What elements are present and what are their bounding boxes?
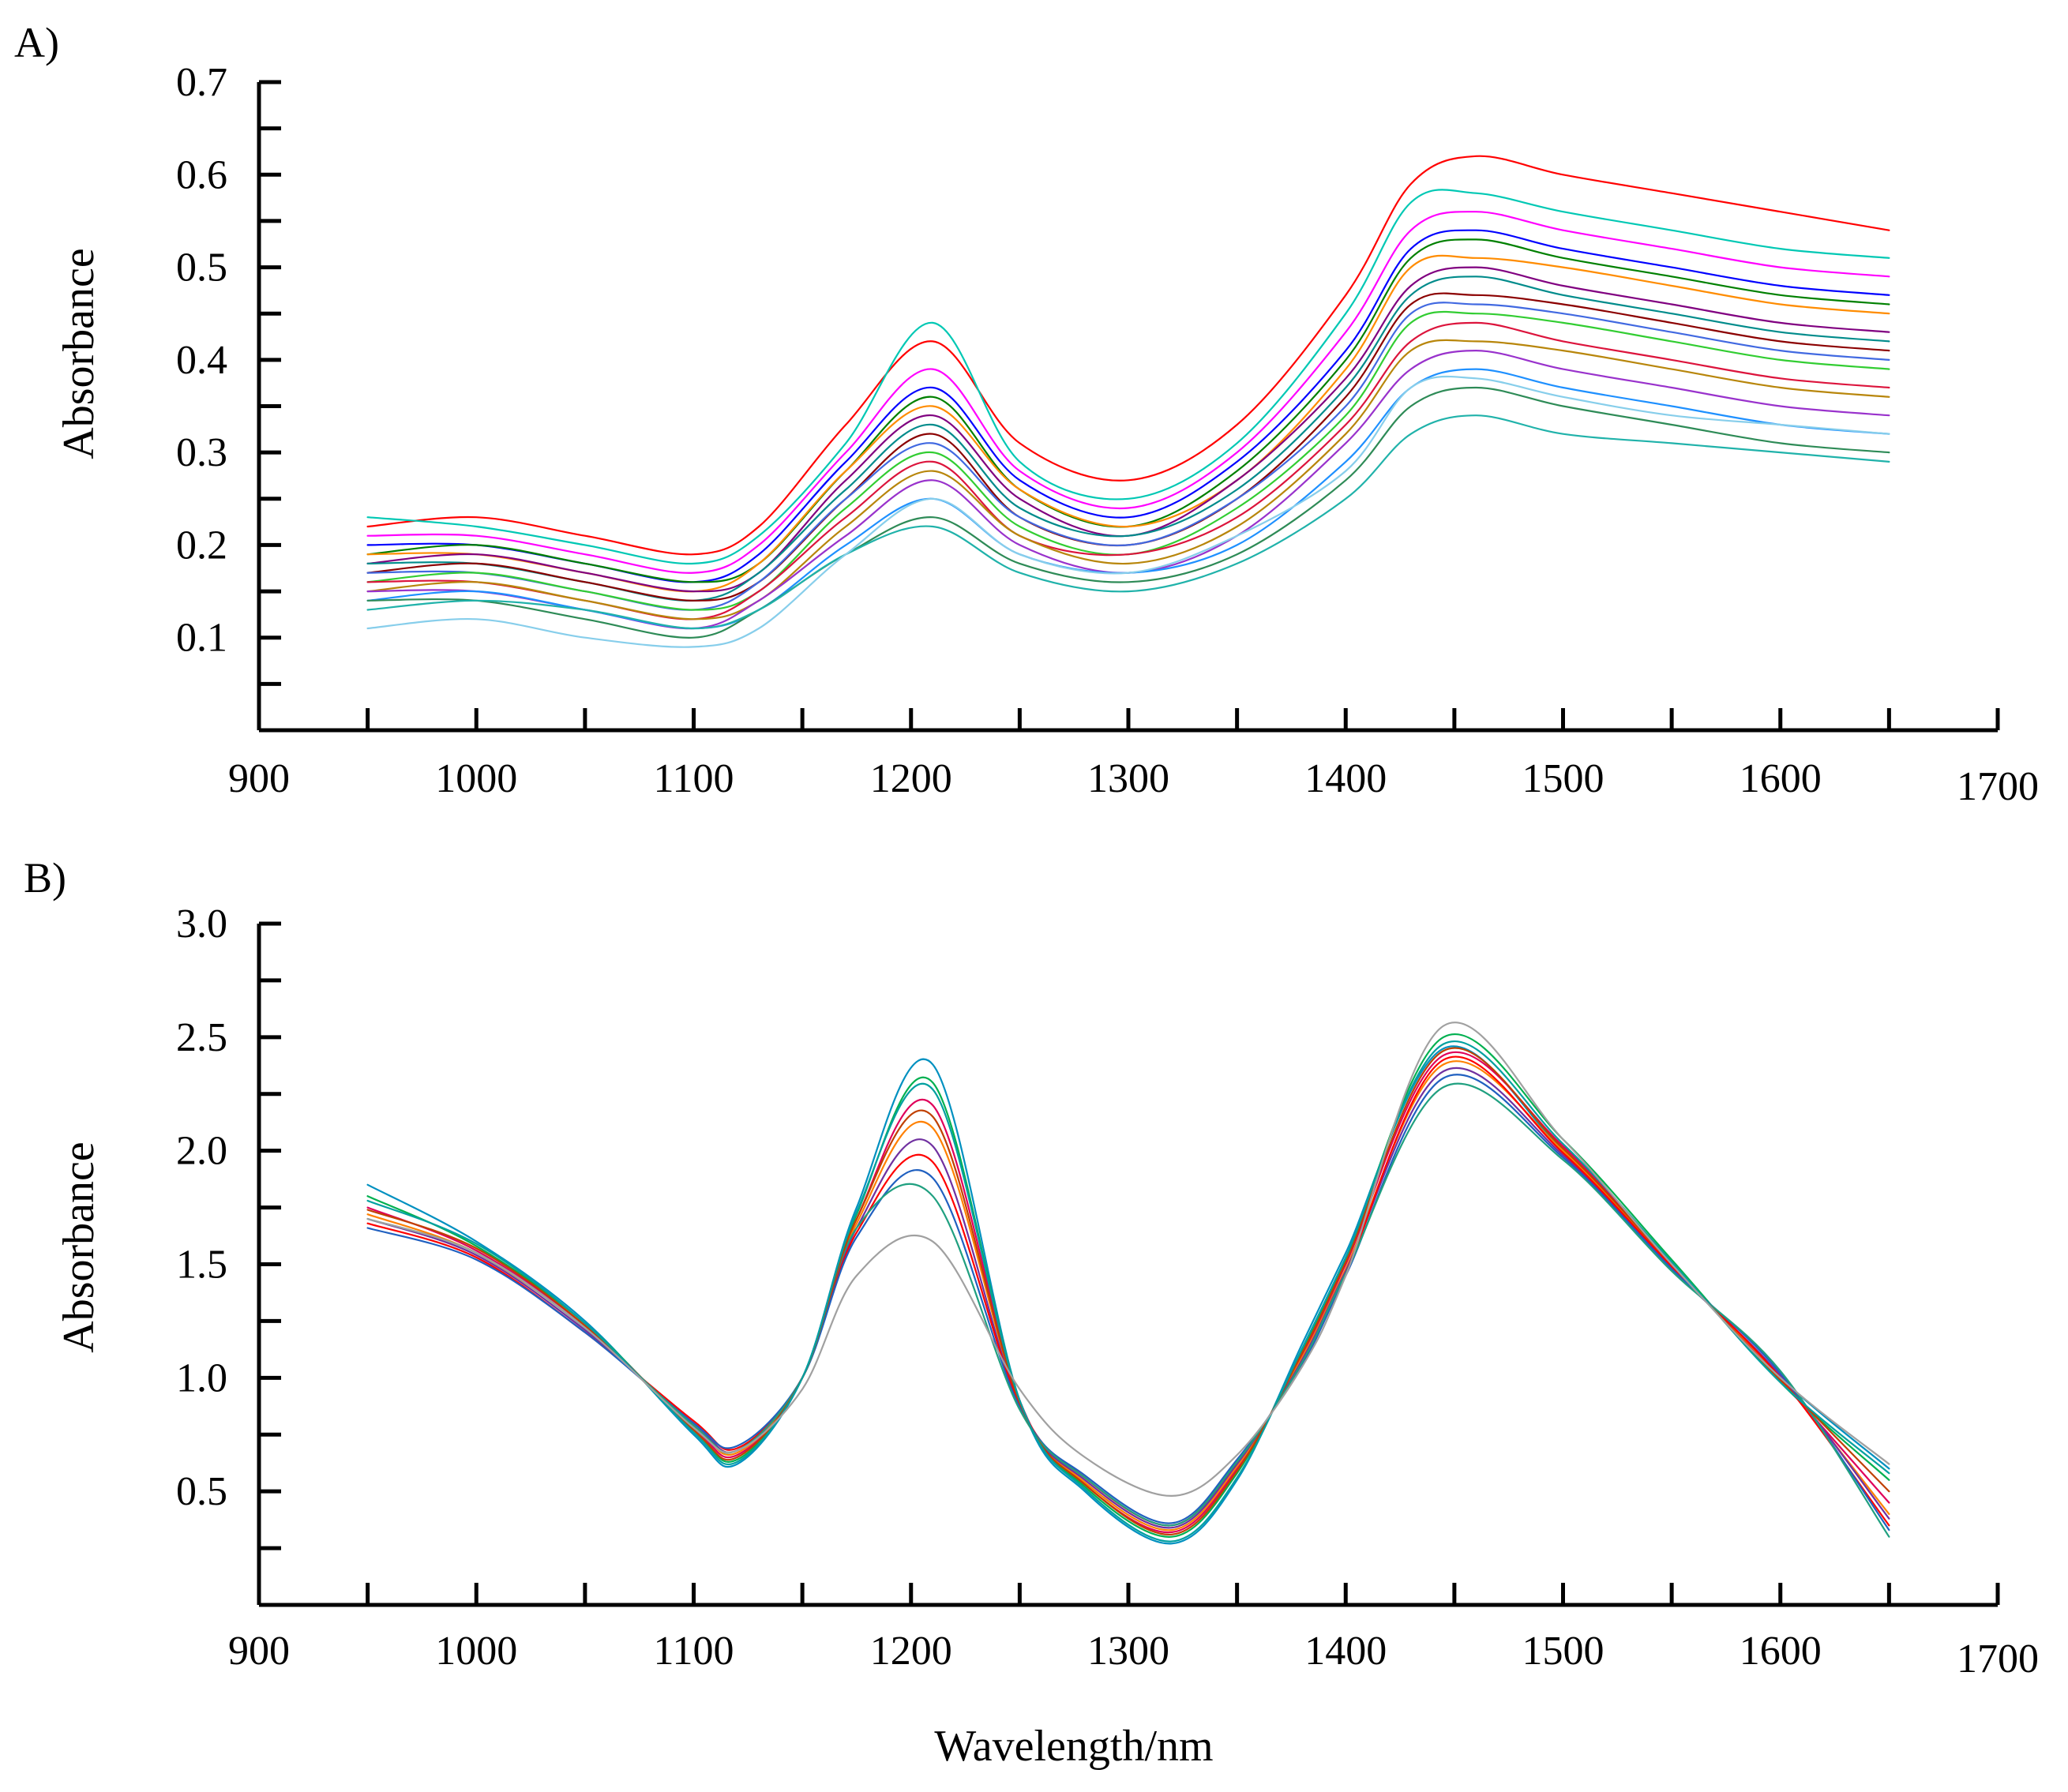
panel-a: A) Absorbance 900 1000 1100 1200 1300 1400 150…	[14, 19, 2039, 809]
panel-a-y-tick-label: 0.4	[176, 338, 227, 383]
panel-a-x-tick-label: 1700	[1957, 764, 2039, 809]
panel-b-x-tick-label: 1700	[1957, 1636, 2039, 1681]
panel-b-spectrum-outlier-line	[366, 1022, 1890, 1498]
panel-b-spectrum-high-peak-line	[366, 1045, 1890, 1545]
panel-b-y-tick-label: 2.0	[176, 1129, 227, 1174]
panel-a-y-axis-title: Absorbance	[54, 248, 103, 459]
panel-b-label: B)	[24, 854, 66, 902]
panel-b-x-tick-label: 900	[228, 1629, 290, 1674]
panel-b-y-axis-title: Absorbance	[54, 1142, 103, 1352]
panel-a-x-tick-label: 1100	[653, 756, 734, 801]
panel-a-spectrum-high-2-line	[366, 189, 1890, 565]
panel-a-spectrum-mid-1-line	[366, 266, 1890, 593]
panel-b-spectrum-5-line	[366, 1067, 1890, 1529]
panel-b-spectrum-10-line	[366, 1040, 1890, 1543]
panel-b-y-tick-label: 0.5	[176, 1469, 227, 1514]
panel-a-x-tick-label: 1300	[1087, 756, 1169, 801]
panel-b: B) Absorbance 900 1000 1100 1200 1300 1400 150…	[24, 854, 2039, 1681]
panel-a-x-tick-label: 1000	[435, 756, 517, 801]
panel-a-spectrum-min-line	[366, 414, 1890, 630]
panel-b-x-tick-label: 1100	[653, 1629, 734, 1674]
panel-a-x-tick-label: 1200	[870, 756, 952, 801]
panel-a-y-tick-label: 0.1	[176, 616, 227, 661]
panel-b-x-tick-label: 1500	[1522, 1629, 1604, 1674]
panel-b-y-tick-label: 3.0	[176, 902, 227, 947]
panel-a-label: A)	[14, 19, 59, 66]
panel-b-y-tick-label: 1.5	[176, 1243, 227, 1288]
panel-a-spectrum-lower-2-line	[366, 350, 1890, 630]
panel-b-spectrum-9-line	[366, 1047, 1890, 1535]
panel-a-x-tick-label: 1600	[1740, 756, 1822, 801]
panel-b-spectrum-2-line	[366, 1033, 1890, 1538]
panel-a-spectrum-mid-2-line	[366, 276, 1890, 602]
panel-b-spectrum-6-line	[366, 1055, 1890, 1527]
panel-b-x-tick-label: 1000	[435, 1629, 517, 1674]
panel-b-y-tick-label: 2.5	[176, 1015, 227, 1060]
panel-a-plot-area: 900 1000 1100 1200 1300 1400 1500 1600 1700 0.1 0.…	[176, 60, 2039, 809]
panel-a-spectrum-lower-1-line	[366, 339, 1890, 620]
panel-a-y-tick-label: 0.6	[176, 152, 227, 197]
panel-b-spectrum-4-line	[366, 1060, 1890, 1531]
panel-b-y-tick-label: 1.0	[176, 1355, 227, 1400]
panel-b-x-tick-label: 1300	[1087, 1629, 1169, 1674]
panel-a-spectrum-upper-2-line	[366, 238, 1890, 583]
panel-b-spectrum-7-line	[366, 1074, 1890, 1531]
panel-a-y-tick-label: 0.7	[176, 60, 227, 105]
panel-a-spectrum-outlier-low-line	[366, 375, 1890, 648]
panel-a-x-tick-label: 1400	[1304, 756, 1387, 801]
panel-b-plot-area: 900 1000 1100 1200 1300 1400 1500 1600 1700 0.5 1.…	[176, 902, 2039, 1681]
panel-b-x-tick-label: 1400	[1304, 1629, 1387, 1674]
panel-a-x-tick-label: 900	[228, 756, 290, 801]
panel-a-spectrum-lower-4-line	[366, 386, 1890, 639]
panel-a-y-tick-label: 0.5	[176, 246, 227, 291]
panel-b-spectrum-3-line	[366, 1051, 1890, 1534]
panel-b-spectrum-8-line	[366, 1082, 1890, 1538]
panel-a-series-group	[366, 155, 1890, 648]
panel-a-spectrum-high-3-line	[366, 211, 1890, 574]
panel-a-y-tick-label: 0.2	[176, 523, 227, 568]
panel-a-y-tick-label: 0.3	[176, 430, 227, 475]
x-axis-title: Wavelength/nm	[934, 1722, 1213, 1771]
panel-a-spectrum-max-line	[366, 155, 1890, 556]
panel-b-x-tick-label: 1600	[1740, 1629, 1822, 1674]
panel-b-x-tick-label: 1200	[870, 1629, 952, 1674]
panel-a-x-tick-label: 1500	[1522, 756, 1604, 801]
panel-b-series-group	[366, 1022, 1890, 1545]
